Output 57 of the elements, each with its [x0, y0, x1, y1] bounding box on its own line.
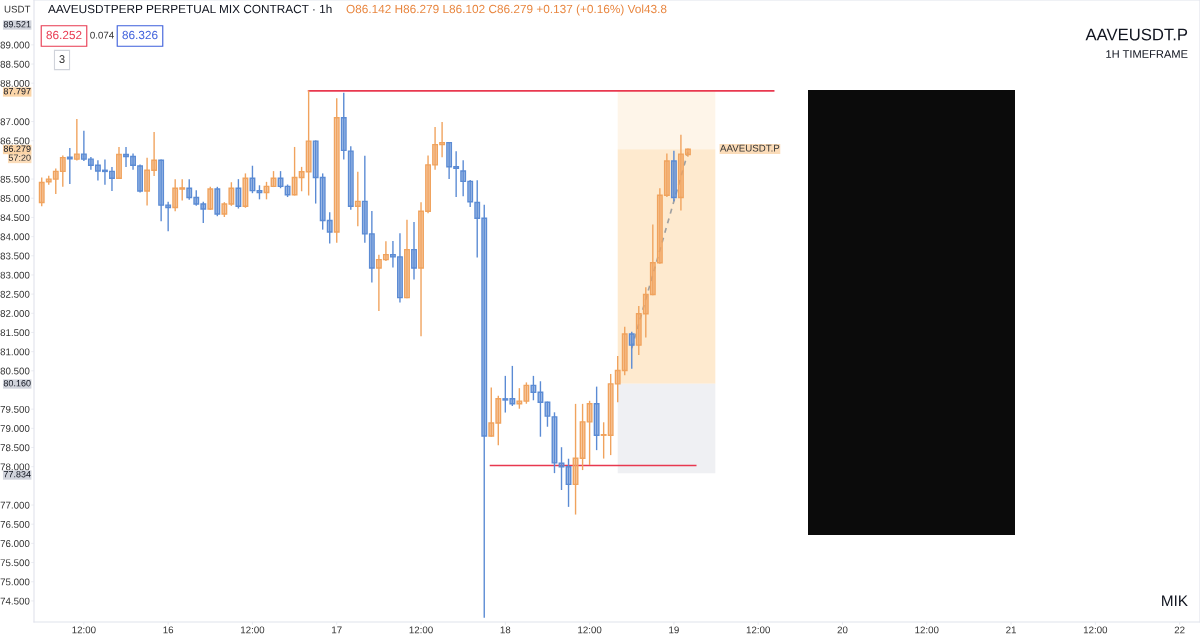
- y-tick-label: 82.000: [0, 310, 30, 317]
- annotation: MIK: [1162, 595, 1188, 606]
- x-tick-label: 12:00: [1083, 626, 1108, 634]
- annotation: 1H TIMEFRAME: [1106, 50, 1188, 58]
- y-tick-label: 84.500: [0, 214, 30, 222]
- text: 77.834: [3, 471, 31, 478]
- y-tick-label: 83.000: [0, 271, 30, 279]
- annotation: AAVEUSDT.P: [1085, 28, 1188, 41]
- x-tick-label: 12:00: [72, 626, 96, 634]
- y-tick-label: 78.000: [0, 463, 30, 471]
- x-tick-label: 12:00: [409, 626, 433, 634]
- y-tick-label: 75.500: [0, 559, 30, 567]
- y-tick-label: 85.500: [0, 175, 30, 183]
- x-tick-label: 12:00: [578, 626, 602, 634]
- y-tick-label: 75.000: [0, 578, 30, 586]
- y-tick-label: 86.500: [0, 137, 30, 145]
- y-tick-label: 76.000: [0, 540, 30, 548]
- text: 87.797: [3, 88, 31, 95]
- x-tick-label: 17: [332, 626, 342, 634]
- y-tick-label: 76.500: [0, 520, 30, 528]
- x-tick-label: 21: [1006, 626, 1016, 634]
- annotation: 86.252: [46, 30, 82, 40]
- y-tick-label: 74.500: [0, 597, 30, 605]
- annotation: AAVEUSDT.P: [720, 144, 780, 152]
- y-tick-label: 85.000: [0, 194, 30, 202]
- y-tick-label: 88.000: [0, 79, 30, 87]
- y-tick-label: 81.500: [0, 329, 30, 337]
- y-axis-title: USDT: [4, 5, 31, 13]
- text: 86.279: [3, 145, 31, 152]
- text: 57:20: [8, 154, 31, 161]
- y-tick-label: 82.500: [0, 290, 30, 298]
- chart-subtitle: O86.142 H86.279 L86.102 C86.279 +0.137 (+0.16%) Vol43.8: [346, 4, 667, 16]
- y-tick-label: 79.500: [0, 405, 30, 413]
- y-tick-label: 79.000: [0, 425, 30, 432]
- chart-title: AAVEUSDTPERP PERPETUAL MIX CONTRACT · 1h: [48, 4, 332, 14]
- annotation: 0.074: [90, 31, 114, 39]
- x-tick-label: 19: [669, 626, 679, 634]
- y-tick-label: 84.000: [0, 233, 30, 241]
- y-tick-label: 81.000: [0, 348, 30, 356]
- x-tick-label: 20: [837, 626, 848, 634]
- y-tick-label: 78.500: [0, 444, 30, 452]
- y-tick-label: 83.500: [0, 252, 30, 260]
- y-tick-label: 89.000: [0, 41, 30, 49]
- x-tick-label: 22: [1174, 626, 1185, 634]
- x-tick-label: 12:00: [241, 626, 265, 634]
- y-tick-label: 88.500: [0, 60, 30, 68]
- x-tick-label: 16: [163, 626, 174, 634]
- y-tick-label: 80.500: [0, 367, 30, 375]
- text: 89.521: [3, 21, 31, 28]
- x-tick-label: 18: [500, 626, 511, 634]
- y-tick-label: 77.000: [0, 501, 30, 509]
- x-tick-label: 12:00: [746, 626, 770, 634]
- y-tick-label: 87.000: [0, 118, 30, 126]
- annotation: 3: [59, 55, 65, 63]
- text: 80.160: [3, 380, 31, 387]
- x-tick-label: 12:00: [915, 626, 939, 634]
- annotation: 86.326: [122, 30, 158, 40]
